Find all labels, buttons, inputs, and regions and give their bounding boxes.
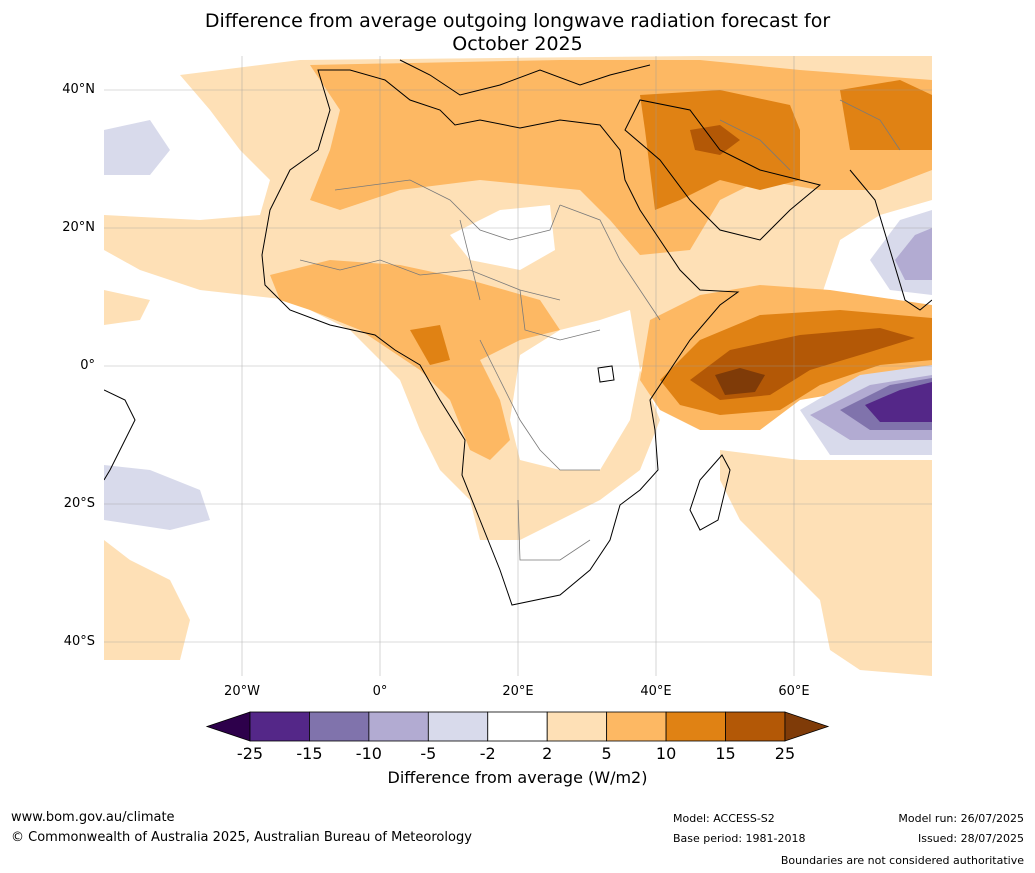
colorbar-title: Difference from average (W/m2): [387, 768, 648, 787]
lat-label-40s: 40°S: [63, 634, 95, 649]
south-america-coastline: [104, 389, 136, 481]
colorbar-segment: [606, 711, 667, 742]
map-title: Difference from average outgoing longwav…: [0, 10, 1035, 56]
footer-base-period: Base period: 1981-2018: [673, 832, 806, 845]
anomaly-region-lightest-purple-atlantic-north: [104, 120, 170, 175]
india-coastline: [849, 169, 932, 311]
title-line-2: October 2025: [452, 33, 583, 55]
colorbar-tick-label: -5: [420, 744, 437, 763]
colorbar-segment: [487, 711, 548, 742]
lat-label-0: 0°: [80, 358, 95, 373]
colorbar-segment: [725, 711, 786, 742]
anomaly-region-deep-purple-southern-indian: [865, 382, 932, 422]
footer-issued: Issued: 28/07/2025: [917, 832, 1024, 845]
anomaly-region-dark-orange-gulf-guinea: [410, 325, 450, 365]
colorbar: [205, 711, 830, 742]
lat-label-20s: 20°S: [63, 496, 95, 511]
coastlines: [104, 59, 932, 606]
colorbar-segment: [309, 711, 370, 742]
anomaly-region-light-orange-south-west: [104, 540, 190, 660]
anomaly-region-lightest-purple-atlantic-south: [104, 465, 210, 530]
lat-label-40n: 40°N: [62, 82, 95, 97]
colorbar-tick-label: -10: [355, 744, 382, 763]
madagascar-coastline: [689, 454, 731, 531]
lon-label-20e: 20°E: [502, 684, 534, 699]
anomaly-region-orange-west-africa: [270, 260, 560, 460]
colorbar-tick-label: -2: [479, 744, 496, 763]
lon-label-40e: 40°E: [640, 684, 672, 699]
footer-url: www.bom.gov.au/climate: [11, 810, 175, 825]
footer-copyright: © Commonwealth of Australia 2025, Austra…: [11, 830, 472, 845]
title-line-1: Difference from average outgoing longwav…: [204, 10, 831, 32]
colorbar-extend-high: [784, 711, 830, 742]
colorbar-tick-label: 15: [715, 744, 736, 763]
colorbar-extend-low: [205, 711, 251, 742]
arabia-coastline: [624, 99, 822, 241]
anomaly-region-neutral-central-africa: [510, 310, 640, 470]
olr-anomaly-map: [104, 56, 932, 676]
colorbar-tick-label: 10: [655, 744, 677, 763]
africa-coastline: [261, 69, 740, 606]
country-borders: [299, 99, 901, 561]
europe-coastline: [399, 59, 651, 96]
colorbar-tick-label: 25: [774, 744, 796, 763]
lake-victoria-coastline: [597, 365, 615, 383]
colorbar-segment: [427, 711, 489, 742]
footer-model-run: Model run: 26/07/2025: [898, 812, 1024, 825]
colorbar-segment: [546, 711, 608, 742]
anomaly-region-light-orange-atlantic: [104, 290, 150, 325]
colorbar-segment: [665, 711, 726, 742]
anomaly-region-dark-orange-asia: [840, 80, 932, 150]
lat-label-20n: 20°N: [62, 220, 95, 235]
lon-label-20w: 20°W: [224, 684, 260, 699]
anomaly-region-light-purple-arabian-sea: [895, 228, 932, 280]
anomaly-region-brown-iran: [690, 125, 740, 155]
footer-model: Model: ACCESS-S2: [673, 812, 775, 825]
anomaly-region-light-orange-south-east: [720, 450, 932, 676]
colorbar-segment: [368, 711, 429, 742]
lon-label-0: 0°: [372, 684, 388, 699]
colorbar-tick-label: 5: [601, 744, 612, 763]
anomaly-region-darkest-indian-ocean: [715, 368, 765, 395]
colorbar-tick-label: -25: [236, 744, 264, 763]
colorbar-tick-label: -15: [296, 744, 323, 763]
footer-disclaimer: Boundaries are not considered authoritat…: [780, 854, 1024, 867]
anomaly-field: [104, 56, 932, 676]
lon-label-60e: 60°E: [778, 684, 810, 699]
colorbar-tick-label: 2: [542, 744, 553, 763]
colorbar-segment: [249, 711, 310, 742]
